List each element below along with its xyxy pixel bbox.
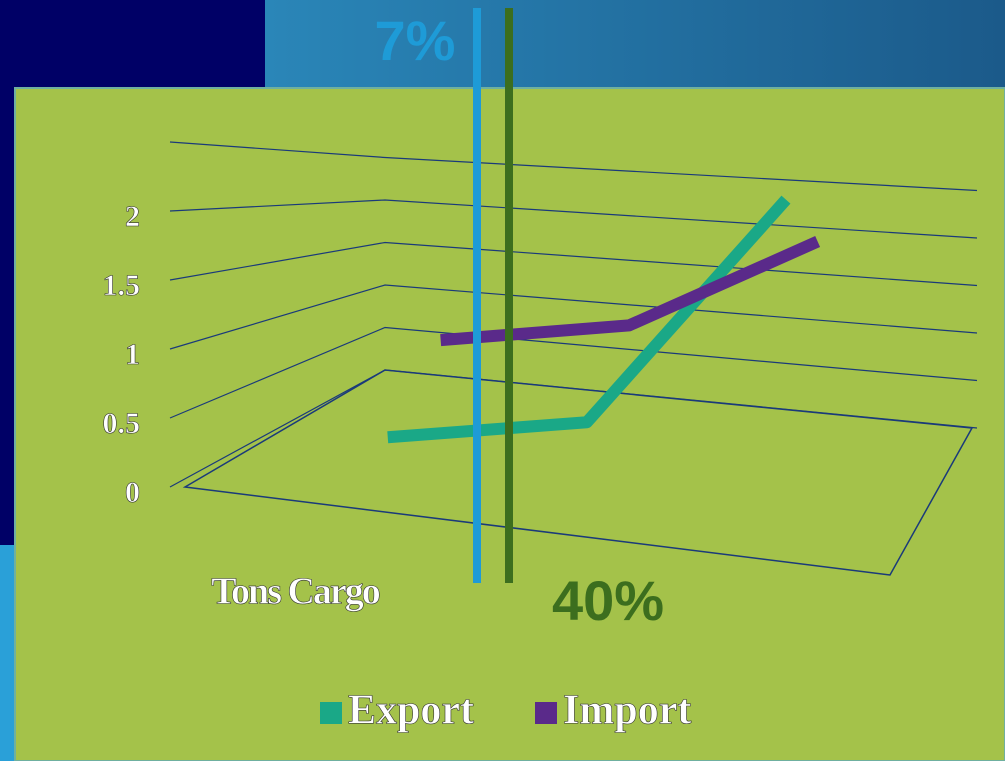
grid-line <box>169 199 978 239</box>
grid-line <box>169 326 978 419</box>
x-tick-label: Tons Cargo <box>211 571 380 613</box>
legend-label: Import <box>563 688 691 734</box>
y-tick-label: 0 <box>125 476 140 509</box>
series-line <box>387 195 791 444</box>
header-band <box>265 0 1005 90</box>
plot: 0 0.5 1 1.5 2 Tons Cargo Export Import 7% 40% <box>102 8 978 734</box>
annotation: 40% <box>552 569 664 632</box>
grid-line <box>169 241 978 287</box>
legend-swatch <box>535 702 557 724</box>
y-tick-label: 2 <box>125 200 140 233</box>
y-tick-label: 0.5 <box>103 407 141 440</box>
annotation: 7% <box>375 9 456 72</box>
grid-line <box>169 284 978 350</box>
series-line <box>440 236 821 347</box>
y-tick-label: 1.5 <box>103 269 141 302</box>
grid-line <box>169 369 978 488</box>
back-top-edge <box>169 141 978 192</box>
legend-label: Export <box>348 688 474 734</box>
legend-swatch <box>320 702 342 724</box>
y-tick-label: 1 <box>125 338 140 371</box>
